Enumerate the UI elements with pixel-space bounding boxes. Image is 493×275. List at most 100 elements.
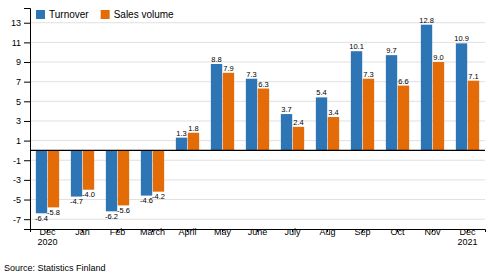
y-axis: -7-5-3-1135791113 — [11, 9, 31, 230]
y-tick: 9 — [16, 57, 30, 67]
y-tick: 1 — [16, 136, 30, 146]
x-tick-label-line: June — [248, 227, 268, 237]
x-tick-label-line: Feb — [110, 227, 126, 237]
bar-series — [36, 25, 467, 214]
y-tick: 11 — [12, 38, 30, 48]
x-tick-label-line: July — [284, 227, 301, 237]
x-tick: June — [248, 227, 268, 237]
data-label: 3.4 — [328, 108, 338, 117]
bar — [106, 150, 117, 211]
bar — [398, 86, 409, 151]
x-tick: Dec2020 — [37, 227, 57, 247]
y-tick-label: -1 — [13, 156, 21, 166]
x-tick-label: May — [214, 227, 232, 237]
grid-line — [30, 22, 485, 23]
data-label: 7.9 — [223, 64, 233, 73]
data-label: -5.6 — [117, 206, 130, 215]
legend-label: Sales volume — [114, 9, 174, 20]
legend-swatch — [101, 10, 110, 19]
y-tick-label: 7 — [16, 77, 21, 87]
grid-line — [30, 160, 485, 161]
x-tick-label: Nov — [424, 227, 441, 237]
legend: Turnover Sales volume — [36, 9, 174, 20]
bar — [386, 55, 397, 150]
legend-item: Sales volume — [101, 9, 174, 20]
data-label: 7.3 — [246, 70, 256, 79]
x-tick: Sep — [354, 227, 370, 237]
bar — [293, 127, 304, 151]
baseline — [30, 150, 485, 151]
bar — [71, 150, 82, 196]
data-label: -4.0 — [82, 190, 95, 199]
bar — [456, 43, 467, 150]
bar — [118, 150, 129, 205]
data-label: 7.3 — [363, 70, 373, 79]
bar — [141, 150, 152, 195]
data-label: 1.3 — [176, 129, 186, 138]
data-label: 5.4 — [316, 88, 326, 97]
y-tick: 5 — [16, 97, 30, 107]
data-label: 9.0 — [433, 53, 443, 62]
bar — [421, 25, 432, 151]
y-tick-label: 13 — [11, 18, 21, 28]
legend-label: Turnover — [49, 9, 89, 20]
grid-line — [30, 219, 485, 220]
y-tick-label: 1 — [16, 136, 21, 146]
y-tick-mark — [24, 180, 30, 181]
x-tick-label: Feb — [110, 227, 126, 237]
x-tick: May — [214, 227, 232, 237]
plot: -6.4-4.7-6.2-4.61.38.87.33.75.410.19.712… — [11, 9, 486, 247]
y-tick: -3 — [13, 175, 30, 185]
y-axis-line — [24, 9, 31, 230]
x-tick-label-line: Nov — [424, 227, 441, 237]
y-tick-label: 9 — [16, 57, 21, 67]
legend-item: Turnover — [36, 9, 89, 20]
grid-line — [30, 101, 485, 102]
x-tick: Oct — [390, 227, 405, 237]
y-tick-mark — [24, 62, 30, 63]
x-tick: March — [140, 227, 165, 237]
x-tick: Nov — [424, 227, 441, 237]
bar — [211, 64, 222, 150]
bar — [328, 117, 339, 150]
x-tick-label: Jan — [75, 227, 90, 237]
x-tick-label-line: Jan — [75, 227, 90, 237]
y-tick-label: -3 — [13, 175, 21, 185]
x-tick-label: Dec2020 — [37, 227, 57, 247]
bar-series — [48, 62, 479, 207]
data-label: 7.1 — [468, 72, 478, 81]
bar — [188, 133, 199, 151]
y-tick-mark — [24, 160, 30, 161]
y-tick-mark — [24, 141, 30, 142]
x-tick: July — [284, 227, 301, 237]
grid-line — [30, 42, 485, 43]
y-tick-mark — [24, 23, 30, 24]
bar — [363, 79, 374, 151]
x-axis: Dec2020JanFebMarchAprilMayJuneJulyAugSep… — [31, 227, 486, 247]
source-note: Source: Statistics Finland — [4, 263, 106, 273]
bar — [351, 51, 362, 150]
x-tick-label: June — [248, 227, 268, 237]
x-tick: Feb — [110, 227, 126, 237]
x-tick-label: July — [284, 227, 301, 237]
data-label: 10.1 — [349, 42, 364, 51]
bar — [281, 114, 292, 150]
legend-swatch — [36, 10, 45, 19]
chart: -6.4-4.7-6.2-4.61.38.87.33.75.410.19.712… — [0, 0, 493, 275]
y-tick: 3 — [16, 116, 30, 126]
data-label: -4.2 — [152, 192, 165, 201]
data-label: 6.6 — [398, 77, 408, 86]
bar — [36, 150, 47, 213]
x-tick-label: Dec2021 — [457, 227, 477, 247]
bar — [176, 138, 187, 151]
bar — [316, 97, 327, 150]
x-tick-label: Oct — [390, 227, 405, 237]
grid-line — [30, 120, 485, 121]
data-label: 3.7 — [281, 105, 291, 114]
y-tick-label: -7 — [13, 215, 21, 225]
data-label: 10.9 — [454, 34, 469, 43]
y-tick: 13 — [11, 18, 30, 28]
y-tick-label: 11 — [12, 38, 21, 48]
x-tick: April — [178, 227, 196, 237]
x-tick-label-line: Dec — [459, 227, 476, 237]
